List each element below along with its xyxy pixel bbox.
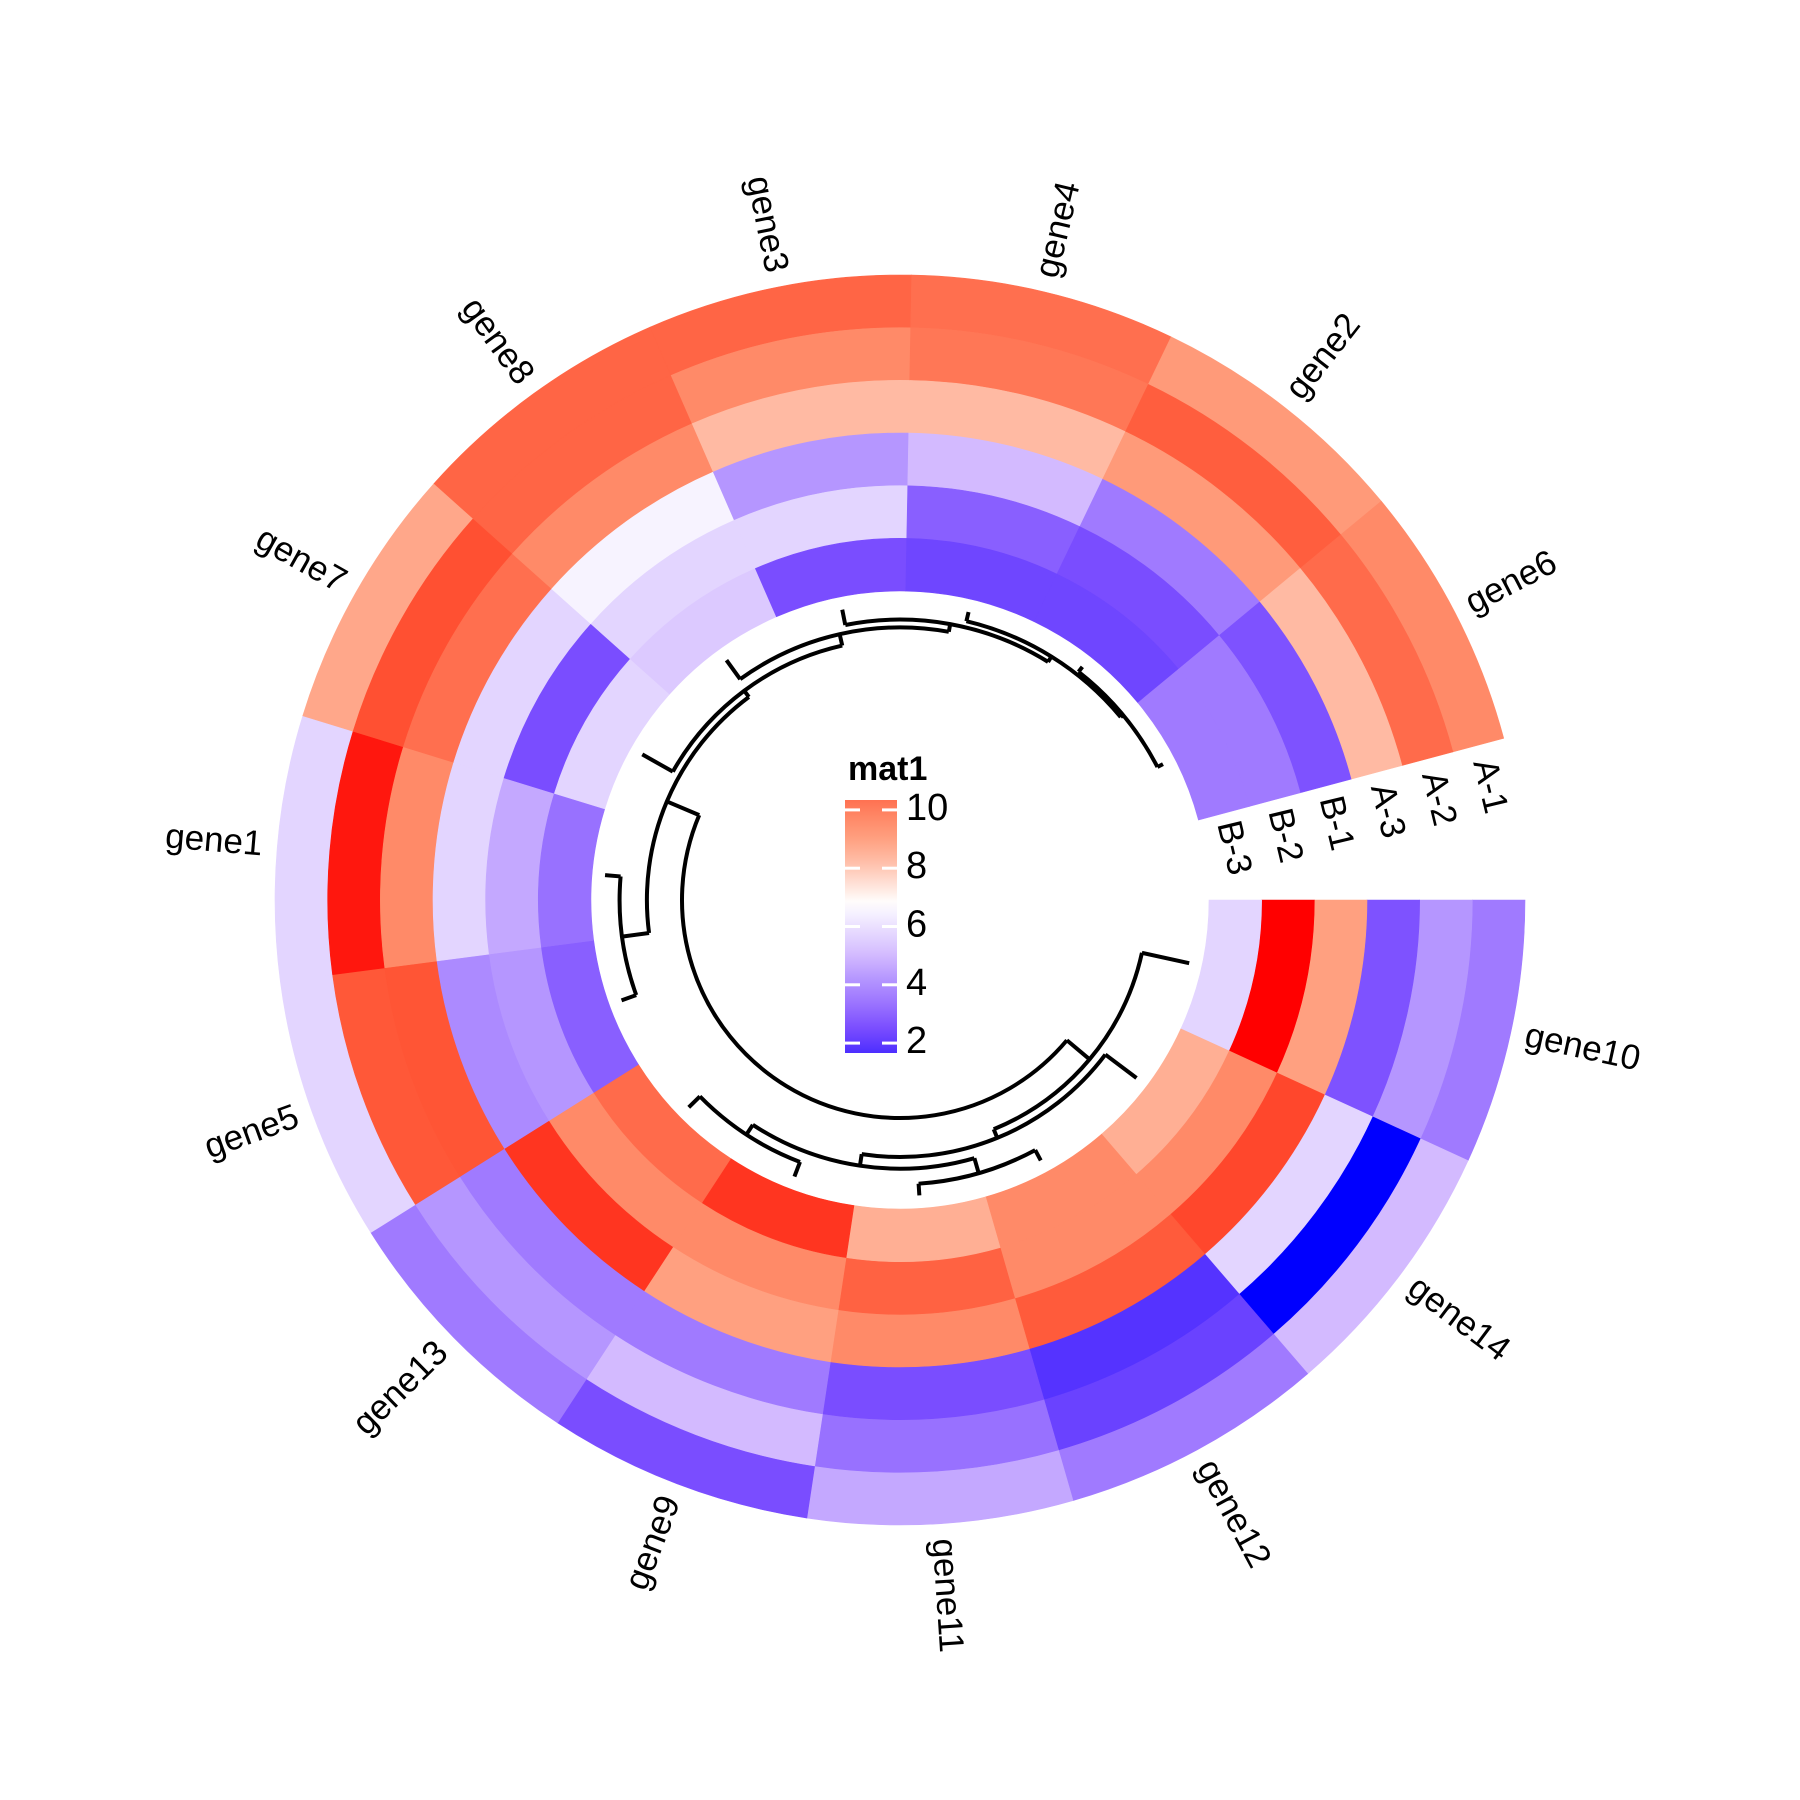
dendrogram-branch <box>641 752 674 774</box>
gene-label: gene12 <box>1189 1453 1279 1574</box>
gene-label: gene14 <box>1401 1267 1518 1368</box>
dendrogram-branch <box>1033 1149 1043 1162</box>
dendrogram-branch <box>1119 713 1125 719</box>
gene-label: gene11 <box>925 1537 971 1654</box>
dendrogram-branch <box>857 1153 864 1166</box>
dendrogram-arc <box>751 1123 975 1171</box>
dendrogram-branch <box>666 799 700 817</box>
gene-label: gene3 <box>739 173 796 276</box>
dendrogram-arc <box>680 814 1069 1120</box>
dendrogram-branch <box>792 1161 802 1178</box>
sample-label: A-2 <box>1414 767 1465 829</box>
dendrogram-branch <box>604 873 621 879</box>
dendrogram-arc <box>861 1053 1107 1159</box>
gene-label: gene6 <box>1459 542 1563 621</box>
gene-label: gene7 <box>250 518 354 600</box>
dendrogram-branch <box>724 659 742 681</box>
heatmap-cell <box>1137 668 1250 821</box>
sample-label: B-1 <box>1312 792 1363 854</box>
sample-label: A-3 <box>1363 780 1414 842</box>
dendrogram-branch <box>1076 665 1084 674</box>
legend-tick-label: 8 <box>906 845 927 887</box>
gene-label: gene4 <box>1027 178 1087 282</box>
legend-tick-label: 4 <box>906 962 927 1004</box>
heatmap-cell <box>538 793 606 948</box>
dendrogram-branch <box>621 931 650 939</box>
gene-label: gene2 <box>1277 306 1368 407</box>
dendrogram-branch <box>916 1183 922 1196</box>
dendrogram-branch <box>744 1123 755 1136</box>
sample-label: B-3 <box>1209 817 1260 879</box>
color-legend: mat1 10 8 6 4 2 <box>845 750 948 1062</box>
dendrogram-branch <box>742 689 751 699</box>
dendrogram-branch <box>1104 1052 1138 1080</box>
dendrogram-branch <box>972 1157 981 1174</box>
dendrogram-branch <box>620 993 637 1003</box>
heatmap-cells <box>274 274 1526 1526</box>
dendrogram-branch <box>946 623 953 633</box>
dendrogram-branch <box>1156 762 1164 769</box>
gene-label: gene9 <box>617 1490 688 1595</box>
legend-tick-label: 2 <box>906 1020 927 1062</box>
dendrogram-branch <box>837 633 845 647</box>
legend-tick-label: 10 <box>906 787 948 829</box>
dendrogram-branch <box>1046 655 1054 663</box>
dendrogram-branch <box>964 611 971 622</box>
dendrogram-branch <box>687 1094 702 1109</box>
gene-label: gene1 <box>164 816 264 863</box>
sample-label: B-2 <box>1261 804 1312 866</box>
gene-label: gene13 <box>345 1333 456 1443</box>
heatmap-cell <box>845 1196 1001 1262</box>
dendrogram-branch <box>1141 950 1190 966</box>
gene-label: gene10 <box>1522 1015 1644 1078</box>
gene-label: gene5 <box>199 1097 304 1167</box>
legend-title: mat1 <box>848 750 927 788</box>
dendrogram-branch <box>991 1128 1000 1139</box>
dendrogram-branch <box>840 609 848 626</box>
gene-label: gene8 <box>454 290 543 392</box>
legend-tick-label: 6 <box>906 904 927 946</box>
dendrogram <box>604 609 1190 1196</box>
sample-label: A-1 <box>1465 755 1516 817</box>
dendrogram-branch <box>1065 1038 1091 1061</box>
